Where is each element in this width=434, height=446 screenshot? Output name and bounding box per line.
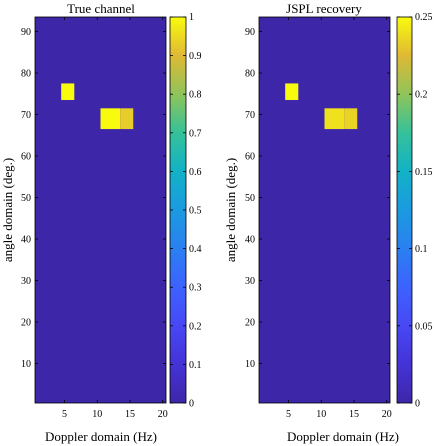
y-tick-label: 70 <box>245 110 255 121</box>
colorbar-tick-label: 0.4 <box>189 244 202 255</box>
x-tick-label: 20 <box>158 409 168 420</box>
colorbar-frame <box>396 16 413 404</box>
colorbar-tick-label: 0 <box>189 399 194 410</box>
y-tick-label: 40 <box>21 235 31 246</box>
y-tick-label: 30 <box>21 276 31 287</box>
axes-frame <box>258 16 391 404</box>
colorbar-tick-label: 0.5 <box>189 206 202 217</box>
colorbar-gradient <box>170 17 186 403</box>
heatmap-cell <box>344 108 358 130</box>
y-tick-label: 10 <box>245 359 255 370</box>
x-tick-label: 10 <box>92 409 102 420</box>
colorbar-tick-label: 0 <box>415 399 420 410</box>
x-axis-label: Doppler domain (Hz) <box>45 429 157 444</box>
y-tick-label: 80 <box>245 69 255 80</box>
colorbar-tick-label: 0.2 <box>415 90 428 101</box>
y-tick-label: 70 <box>21 110 31 121</box>
colorbar-tick-label: 0.1 <box>415 244 428 255</box>
x-axis-label: Doppler domain (Hz) <box>287 429 399 444</box>
heatmap-cell <box>100 108 121 130</box>
y-tick-label: 80 <box>21 69 31 80</box>
colorbar-tick-label: 0.1 <box>189 360 202 371</box>
y-tick-label: 40 <box>245 235 255 246</box>
heatmap-cell <box>120 108 134 130</box>
chart-title: True channel <box>67 1 135 16</box>
colorbar-gradient <box>397 17 412 403</box>
y-tick-label: 60 <box>245 152 255 163</box>
y-axis-label: angle domain (deg.) <box>223 158 238 262</box>
heatmap-background <box>35 17 166 403</box>
y-tick-label: 50 <box>245 193 255 204</box>
colorbar-tick-label: 0.9 <box>189 51 202 62</box>
x-tick-label: 5 <box>286 409 291 420</box>
colorbar-tick-label: 1 <box>189 12 194 23</box>
heatmap-cell <box>324 108 345 130</box>
y-tick-label: 30 <box>245 276 255 287</box>
colorbar-tick-label: 0.7 <box>189 128 202 139</box>
y-tick-label: 60 <box>21 152 31 163</box>
heatmap-cell <box>285 83 299 101</box>
y-tick-label: 90 <box>21 27 31 38</box>
x-tick-label: 10 <box>316 409 326 420</box>
y-tick-label: 50 <box>21 193 31 204</box>
x-tick-label: 15 <box>349 409 359 420</box>
chart-title: JSPL recovery <box>286 1 362 16</box>
axes-frame <box>34 16 167 404</box>
colorbar-tick-label: 0.8 <box>189 90 202 101</box>
colorbar-tick-label: 0.25 <box>415 12 433 23</box>
x-tick-label: 20 <box>382 409 392 420</box>
colorbar-tick-label: 0.05 <box>415 321 433 332</box>
heatmap-panel-jspl-recovery: 5 10 15 20 10 20 30 40 50 60 70 80 90 JSPL recovery Do… <box>223 1 433 444</box>
y-tick-label: 20 <box>21 318 31 329</box>
y-tick-label: 90 <box>245 27 255 38</box>
y-tick-label: 10 <box>21 359 31 370</box>
y-axis-label: angle domain (deg.) <box>0 158 15 262</box>
x-tick-label: 5 <box>62 409 67 420</box>
heatmap-cell <box>61 83 75 101</box>
heatmap-background <box>259 17 390 403</box>
colorbar-tick-label: 0.6 <box>189 167 202 178</box>
colorbar-tick-label: 0.15 <box>415 167 433 178</box>
x-tick-label: 15 <box>125 409 135 420</box>
y-tick-label: 20 <box>245 318 255 329</box>
colorbar-tick-label: 0.2 <box>189 321 202 332</box>
colorbar-tick-label: 0.3 <box>189 283 202 294</box>
